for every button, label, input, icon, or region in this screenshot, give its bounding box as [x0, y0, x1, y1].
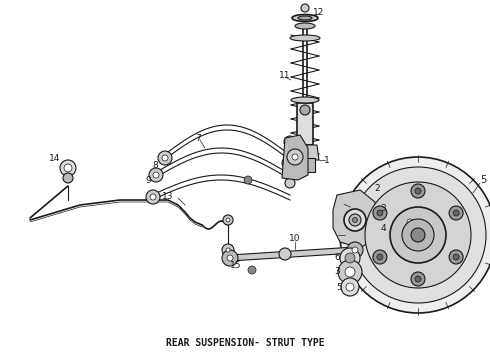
Text: 11: 11: [279, 71, 291, 80]
Circle shape: [226, 218, 230, 222]
Circle shape: [415, 276, 421, 282]
Circle shape: [411, 272, 425, 286]
Text: 6: 6: [334, 253, 340, 262]
Text: 9: 9: [145, 176, 151, 185]
Text: 8: 8: [152, 161, 158, 170]
Ellipse shape: [295, 23, 315, 29]
Circle shape: [415, 188, 421, 194]
Text: 10: 10: [289, 234, 301, 243]
Circle shape: [244, 176, 252, 184]
Polygon shape: [282, 135, 308, 180]
Circle shape: [153, 172, 159, 178]
Circle shape: [390, 207, 446, 263]
Text: 13: 13: [162, 192, 174, 201]
Text: 2: 2: [374, 184, 380, 193]
Ellipse shape: [352, 217, 358, 222]
Circle shape: [287, 149, 303, 165]
Circle shape: [340, 157, 490, 313]
Circle shape: [449, 250, 463, 264]
Ellipse shape: [349, 214, 361, 226]
Circle shape: [377, 254, 383, 260]
Circle shape: [373, 250, 387, 264]
Circle shape: [346, 283, 354, 291]
Text: 3: 3: [334, 267, 340, 276]
Circle shape: [292, 154, 298, 160]
Ellipse shape: [344, 209, 366, 231]
Circle shape: [64, 164, 72, 172]
Circle shape: [453, 254, 459, 260]
Circle shape: [146, 190, 160, 204]
Ellipse shape: [292, 14, 318, 22]
Circle shape: [340, 248, 360, 268]
Text: 1: 1: [324, 156, 330, 165]
Circle shape: [449, 206, 463, 220]
Circle shape: [222, 250, 238, 266]
Circle shape: [284, 136, 296, 148]
Text: REAR SUSPENSION- STRUT TYPE: REAR SUSPENSION- STRUT TYPE: [166, 338, 324, 348]
Circle shape: [248, 266, 256, 274]
Circle shape: [350, 167, 486, 303]
Text: 5: 5: [336, 283, 342, 292]
Text: 3: 3: [380, 203, 386, 212]
Circle shape: [365, 182, 471, 288]
Circle shape: [338, 260, 362, 284]
Circle shape: [453, 210, 459, 216]
Text: 5: 5: [480, 175, 486, 185]
Circle shape: [149, 168, 163, 182]
Circle shape: [158, 151, 172, 165]
Circle shape: [63, 173, 73, 183]
Text: 4: 4: [380, 224, 386, 233]
Circle shape: [60, 160, 76, 176]
Polygon shape: [333, 190, 377, 248]
Polygon shape: [297, 103, 313, 145]
Circle shape: [407, 219, 413, 225]
Circle shape: [227, 255, 233, 261]
Text: 15: 15: [230, 261, 242, 270]
Circle shape: [403, 215, 417, 229]
Circle shape: [345, 253, 355, 263]
Polygon shape: [230, 247, 355, 261]
Ellipse shape: [291, 97, 319, 103]
Circle shape: [301, 4, 309, 12]
Circle shape: [373, 206, 387, 220]
Polygon shape: [291, 145, 319, 160]
Ellipse shape: [290, 35, 320, 41]
Ellipse shape: [298, 16, 312, 20]
Text: 12: 12: [313, 8, 325, 17]
Circle shape: [347, 242, 363, 258]
Text: 7: 7: [195, 134, 201, 143]
Circle shape: [282, 157, 294, 169]
Circle shape: [222, 244, 234, 256]
Circle shape: [285, 178, 295, 188]
Circle shape: [150, 194, 156, 200]
Polygon shape: [295, 158, 315, 172]
Circle shape: [402, 219, 434, 251]
Circle shape: [223, 215, 233, 225]
Circle shape: [411, 184, 425, 198]
Circle shape: [300, 105, 310, 115]
Circle shape: [279, 248, 291, 260]
Circle shape: [352, 247, 358, 253]
Circle shape: [345, 267, 355, 277]
Text: 14: 14: [49, 153, 61, 162]
Circle shape: [411, 228, 425, 242]
Circle shape: [377, 210, 383, 216]
Circle shape: [226, 248, 230, 252]
Circle shape: [162, 155, 168, 161]
Circle shape: [341, 278, 359, 296]
